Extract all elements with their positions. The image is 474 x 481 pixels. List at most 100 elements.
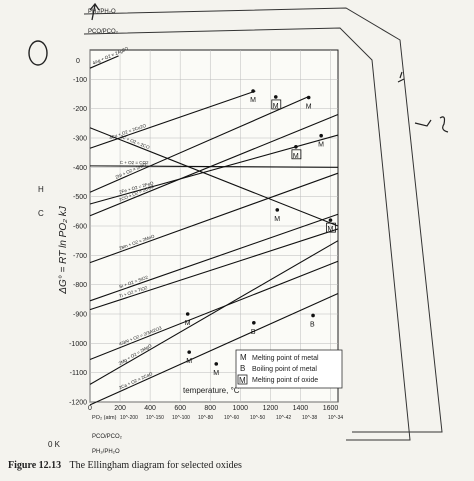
y-tick-label-3: -400 — [73, 165, 87, 172]
zero-kelvin-label: 0 K — [48, 440, 61, 449]
reaction-line-12 — [89, 292, 339, 406]
marker-box-9 — [271, 99, 282, 110]
origin-y-label: 0 — [76, 58, 80, 65]
reaction-line-2 — [89, 96, 309, 193]
legend-box — [235, 349, 343, 389]
marker-box-11 — [326, 222, 336, 233]
legend-marker-m: M — [240, 353, 247, 362]
marker-letter-5: M — [186, 358, 192, 365]
hand-drawn-arrow — [89, 2, 100, 21]
legend-marker-m-boxed-letter: M — [239, 376, 246, 385]
marker-dot-3 — [275, 208, 280, 212]
reaction-line-3 — [89, 114, 339, 217]
legend-label-melting-oxide: Melting point of oxide — [252, 377, 318, 384]
marker-dot-7 — [252, 321, 256, 325]
legend-label-boiling-metal: Boiling point of metal — [252, 366, 317, 373]
c-point-label: C — [38, 209, 44, 218]
marker-dot-4 — [185, 312, 190, 316]
marker-letter-8: B — [310, 321, 315, 328]
x-tick-label-6: 1200 — [263, 405, 279, 412]
po2-tick-label-4: 10^-60 — [224, 415, 239, 421]
y-tick-label-1: -200 — [73, 106, 87, 113]
figure-caption: Figure 12.13 The Ellingham diagram for s… — [8, 460, 242, 471]
reaction-line-7 — [89, 172, 339, 264]
po2-tick-label-5: 10^-50 — [250, 415, 265, 421]
reaction-line-10 — [89, 260, 339, 360]
y-tick-label-5: -600 — [73, 224, 87, 231]
marker-dot-1 — [306, 95, 311, 100]
x-tick-label-8: 1600 — [323, 405, 339, 412]
ph2-scale-label-bottom: PH₂/PH₂O — [92, 449, 120, 455]
po2-tick-label-8: 10^-34 — [328, 415, 343, 421]
h-point-label: H — [38, 185, 44, 194]
x-axis-title: temperature, °C — [183, 386, 240, 395]
x-tick-label-3: 600 — [174, 405, 186, 412]
outer-scale-border — [83, 7, 443, 433]
marker-letter-1: M — [306, 104, 312, 111]
y-tick-label-9: -1000 — [69, 341, 87, 348]
y-tick-label-10: -1100 — [70, 370, 87, 377]
legend: M Melting point of metal B Boiling point… — [235, 349, 343, 389]
figure-number: Figure 12.13 — [8, 460, 62, 471]
axis-ticks: 0 200 400 600 800 1000 1200 1400 1600 -100 -200 -30… — [69, 77, 343, 421]
x-tick-label-2: 400 — [144, 405, 156, 412]
marker-letter-9: M — [273, 103, 279, 110]
x-tick-label-5: 1000 — [233, 405, 249, 412]
y-tick-label-11: -1200 — [69, 400, 87, 407]
y-tick-label-2: -300 — [73, 136, 87, 143]
marker-letter-10: M — [293, 153, 299, 160]
inner-scale-border — [83, 27, 411, 441]
x-tick-label-4: 800 — [204, 405, 216, 412]
po2-axis-label: PO₂ (atm) — [92, 415, 117, 421]
po2-tick-label-0: 10^-200 — [120, 415, 138, 421]
y-tick-label-7: -800 — [73, 282, 87, 289]
reaction-line-11 — [89, 240, 339, 385]
reaction-line-9 — [89, 228, 339, 311]
legend-marker-m-boxed — [237, 374, 248, 385]
y-tick-label-4: -500 — [73, 194, 87, 201]
marker-dot-0 — [251, 89, 255, 93]
x-tick-label-1: 200 — [114, 405, 126, 412]
marker-dot-6 — [214, 362, 219, 366]
marker-dot-10 — [294, 145, 298, 149]
marker-letter-6: M — [213, 370, 219, 377]
y-axis-title: ΔG° = RT ln PO₂ kJ — [58, 205, 69, 294]
y-tick-label-8: -900 — [73, 312, 87, 319]
axis-labels: ΔG° = RT ln PO₂ kJ temperature, °C PO₂ (… — [38, 9, 240, 455]
legend-marker-b: B — [240, 364, 245, 373]
po2-tick-label-7: 10^-38 — [302, 415, 317, 421]
figure-caption-text: The Ellingham diagram for selected oxide… — [69, 460, 242, 471]
po2-tick-label-2: 10^-100 — [172, 415, 190, 421]
marker-letter-11: M — [327, 226, 333, 233]
hand-drawn-zero — [28, 40, 48, 66]
po2-tick-label-6: 10^-42 — [276, 415, 291, 421]
marker-letter-2: M — [318, 142, 324, 149]
marker-dot-8 — [311, 313, 315, 318]
po2-tick-label-3: 10^-80 — [198, 415, 213, 421]
y-tick-label-6: -700 — [73, 253, 87, 260]
pco-scale-label-bottom: PCO/PCO₂ — [92, 434, 123, 440]
reaction-label-5: C + O2 = CO2 — [120, 160, 149, 165]
x-tick-label-0: 0 — [88, 405, 92, 412]
reaction-line-6 — [89, 127, 339, 227]
marker-dot-11 — [328, 218, 333, 222]
marker-box-10 — [291, 149, 302, 160]
marker-dot-5 — [187, 350, 191, 354]
y-tick-label-0: -100 — [73, 77, 87, 84]
marker-letter-0: M — [250, 97, 256, 104]
reaction-line-0 — [89, 55, 119, 69]
marker-dot-9 — [273, 95, 278, 99]
marker-letter-4: M — [185, 320, 191, 327]
ph2-scale-label: PH₂/PH₂O — [88, 9, 116, 15]
po2-tick-label-1: 10^-150 — [146, 415, 164, 421]
pco-scale-label: PCO/PCO₂ — [88, 29, 119, 35]
reaction-line-5 — [89, 165, 339, 168]
reaction-line-8 — [89, 213, 339, 302]
legend-label-melting-metal: Melting point of metal — [252, 355, 319, 362]
marker-letter-7: B — [251, 329, 256, 336]
handwritten-annotations — [28, 2, 449, 133]
hand-drawn-scribble — [397, 71, 449, 133]
marker-letter-3: M — [274, 216, 280, 223]
